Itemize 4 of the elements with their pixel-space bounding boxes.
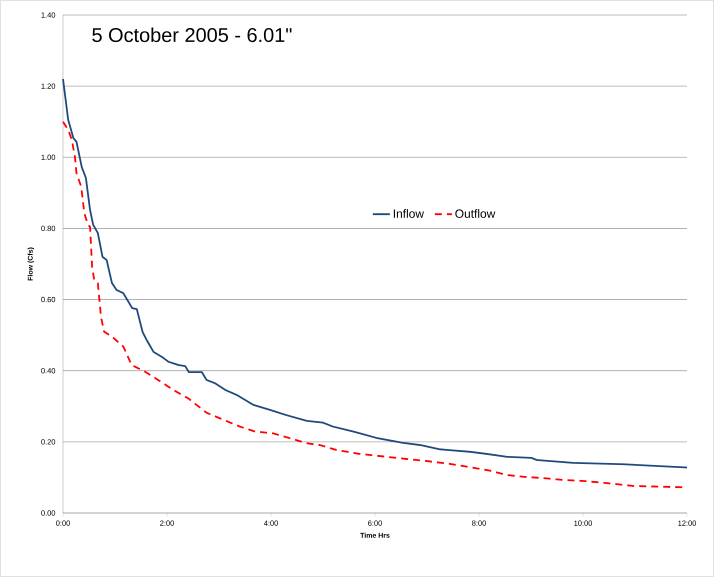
legend-label: Outflow [455, 209, 496, 218]
legend-label: Inflow [394, 209, 424, 218]
chart-title: 5 October 2005 - 6.01" [92, 27, 292, 42]
line-series [62, 78, 688, 468]
